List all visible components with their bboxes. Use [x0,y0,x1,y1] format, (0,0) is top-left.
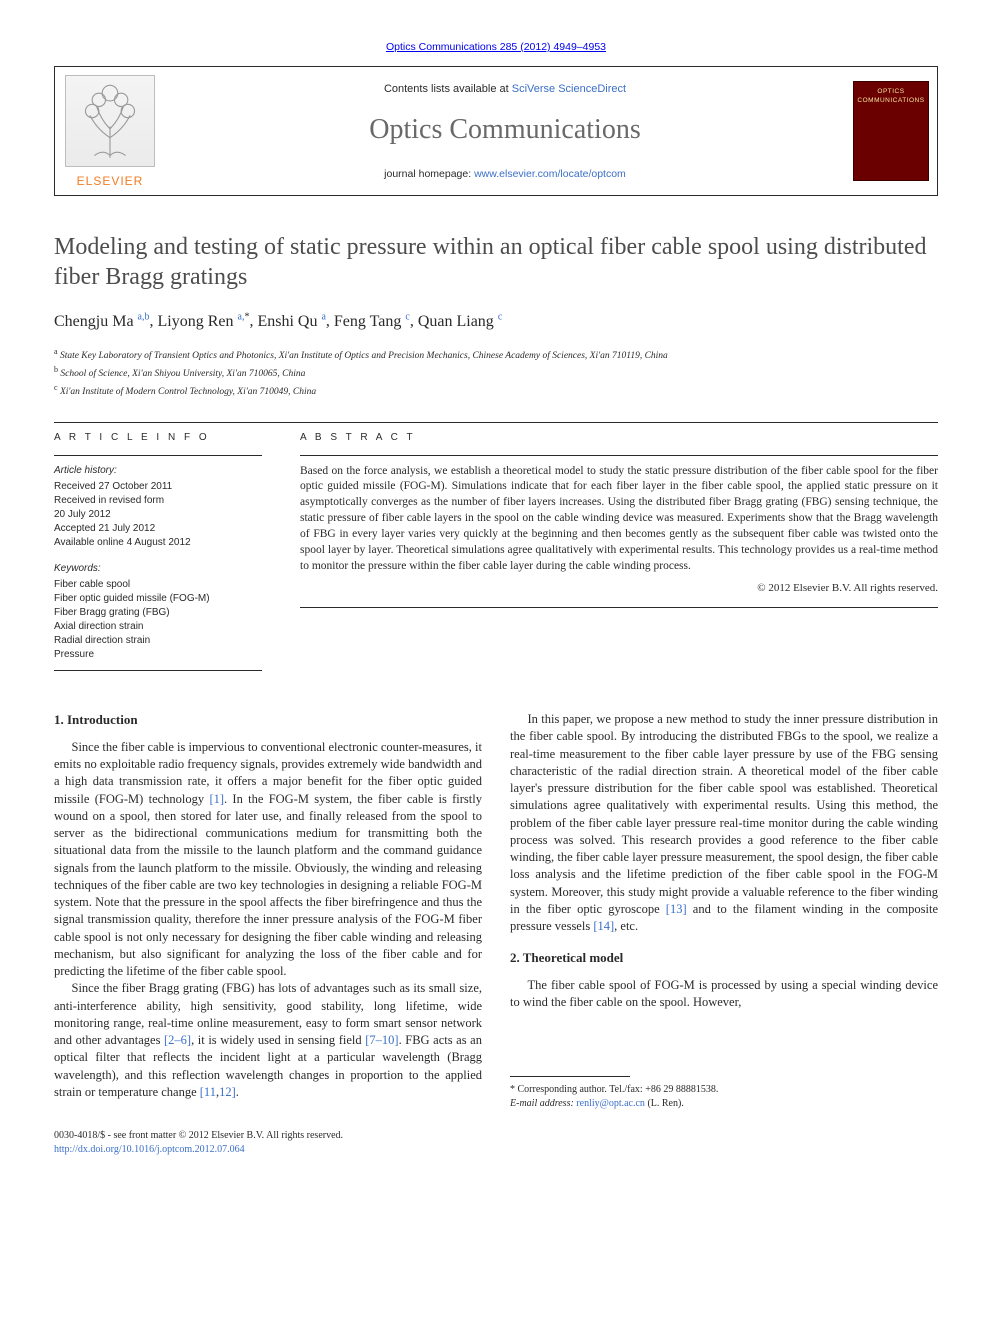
author-affil-sup: c [498,311,502,322]
citation-link[interactable]: [7–10] [365,1033,398,1047]
author-name: Feng Tang [334,313,401,330]
author-affil-sup: a [321,311,325,322]
text-run: , etc. [614,919,638,933]
rule-top [54,422,938,423]
author-name: Enshi Qu [257,313,317,330]
homepage-line: journal homepage: www.elsevier.com/locat… [384,167,626,181]
affiliations: a State Key Laboratory of Transient Opti… [54,346,938,400]
citation-link[interactable]: [14] [593,919,614,933]
sciencedirect-link[interactable]: SciVerse ScienceDirect [512,83,626,95]
citation-link[interactable]: [1] [209,792,224,806]
author-affil-sup: a,b [138,311,150,322]
keyword: Axial direction strain [54,620,262,634]
author: Chengju Ma a,b [54,313,150,330]
rule-ai [54,455,262,456]
history-line: Received in revised form [54,494,262,508]
keyword: Pressure [54,648,262,662]
abstract-copyright: © 2012 Elsevier B.V. All rights reserved… [300,581,938,596]
affil-text: Xi'an Institute of Modern Control Techno… [60,387,316,397]
paragraph: The fiber cable spool of FOG-M is proces… [510,977,938,1012]
section-heading: 2. Theoretical model [510,949,938,967]
article-info: A R T I C L E I N F O Article history: R… [54,431,262,662]
author: Feng Tang c [334,313,410,330]
keyword: Fiber Bragg grating (FBG) [54,606,262,620]
footnote-rule [510,1076,630,1077]
text-run: . [236,1085,239,1099]
masthead-center: Contents lists available at SciVerse Sci… [165,67,845,195]
author-name: Quan Liang [418,313,494,330]
author-affil-sup: a,* [238,311,250,322]
email-link[interactable]: renliy@opt.ac.cn [576,1098,645,1109]
affil-key: a [54,347,58,356]
paragraph: Since the fiber Bragg grating (FBG) has … [54,980,482,1101]
citation-link[interactable]: 12] [219,1085,236,1099]
email-label: E-mail address: [510,1098,576,1109]
masthead: ELSEVIER Contents lists available at Sci… [54,66,938,196]
citation-link[interactable]: [13] [666,902,687,916]
text-run: * Corresponding author. Tel./fax: [510,1084,645,1095]
text-run: (L. Ren). [645,1098,684,1109]
history-label: Article history: [54,464,262,478]
affil-key: c [54,383,58,392]
contents-line: Contents lists available at SciVerse Sci… [384,82,626,97]
citation-link[interactable]: [11 [200,1085,216,1099]
rule-ai-bottom [54,670,262,671]
affiliation: c Xi'an Institute of Modern Control Tech… [54,382,938,400]
author-name: Chengju Ma [54,313,134,330]
email-line: E-mail address: renliy@opt.ac.cn (L. Ren… [510,1097,938,1111]
keyword: Fiber optic guided missile (FOG-M) [54,592,262,606]
journal-reference: Optics Communications 285 (2012) 4949–49… [54,40,938,54]
journal-ref-link[interactable]: Optics Communications 285 (2012) 4949–49… [386,41,606,53]
history-line: 20 July 2012 [54,508,262,522]
issn-line: 0030-4018/$ - see front matter © 2012 El… [54,1129,938,1143]
affil-key: b [54,365,58,374]
history-line: Received 27 October 2011 [54,480,262,494]
keyword: Radial direction strain [54,634,262,648]
affiliation: b School of Science, Xi'an Shiyou Univer… [54,364,938,382]
authors: Chengju Ma a,b, Liyong Ren a,*, Enshi Qu… [54,310,938,332]
publisher-name: ELSEVIER [77,173,144,189]
author: Enshi Qu a [257,313,325,330]
corresponding-author: * Corresponding author. Tel./fax: +86 29… [510,1083,938,1097]
doi-link[interactable]: http://dx.doi.org/10.1016/j.optcom.2012.… [54,1144,245,1155]
paragraph: Since the fiber cable is impervious to c… [54,739,482,981]
meta-row: A R T I C L E I N F O Article history: R… [54,431,938,662]
history-line: Available online 4 August 2012 [54,536,262,550]
author-affil-sup: c [405,311,409,322]
cover-thumb-wrap: OPTICS COMMUNICATIONS [845,67,937,195]
text-run: . In the FOG-M system, the fiber cable i… [54,792,482,979]
keywords-label: Keywords: [54,562,262,576]
bottom-block: 0030-4018/$ - see front matter © 2012 El… [54,1129,938,1157]
affil-text: State Key Laboratory of Transient Optics… [60,351,668,361]
footnote-block: * Corresponding author. Tel./fax: +86 29… [510,1076,938,1111]
rule-abs-bottom [300,607,938,608]
text-run: , it is widely used in sensing field [191,1033,365,1047]
homepage-prefix: journal homepage: [384,168,474,180]
article-title: Modeling and testing of static pressure … [54,232,938,292]
text-run: In this paper, we propose a new method t… [510,712,938,916]
text-run: +86 29 88881538. [645,1084,718,1095]
homepage-link[interactable]: www.elsevier.com/locate/optcom [474,168,626,180]
paragraph: In this paper, we propose a new method t… [510,711,938,935]
section-heading: 1. Introduction [54,711,482,729]
abstract-block: A B S T R A C T Based on the force analy… [300,431,938,662]
citation-link[interactable]: [2–6] [164,1033,191,1047]
journal-cover-thumb: OPTICS COMMUNICATIONS [853,81,929,181]
affiliation: a State Key Laboratory of Transient Opti… [54,346,938,364]
affil-text: School of Science, Xi'an Shiyou Universi… [60,369,305,379]
author-name: Liyong Ren [158,313,234,330]
rule-abs [300,455,938,456]
elsevier-tree-icon [65,75,155,167]
author: Quan Liang c [418,313,502,330]
abstract-text: Based on the force analysis, we establis… [300,464,938,575]
body-columns: 1. Introduction Since the fiber cable is… [54,711,938,1111]
history-line: Accepted 21 July 2012 [54,522,262,536]
author: Liyong Ren a,* [158,313,250,330]
journal-title: Optics Communications [369,111,640,149]
keyword: Fiber cable spool [54,578,262,592]
publisher-block: ELSEVIER [55,67,165,195]
contents-prefix: Contents lists available at [384,83,512,95]
article-info-heading: A R T I C L E I N F O [54,431,262,445]
abstract-heading: A B S T R A C T [300,431,938,445]
